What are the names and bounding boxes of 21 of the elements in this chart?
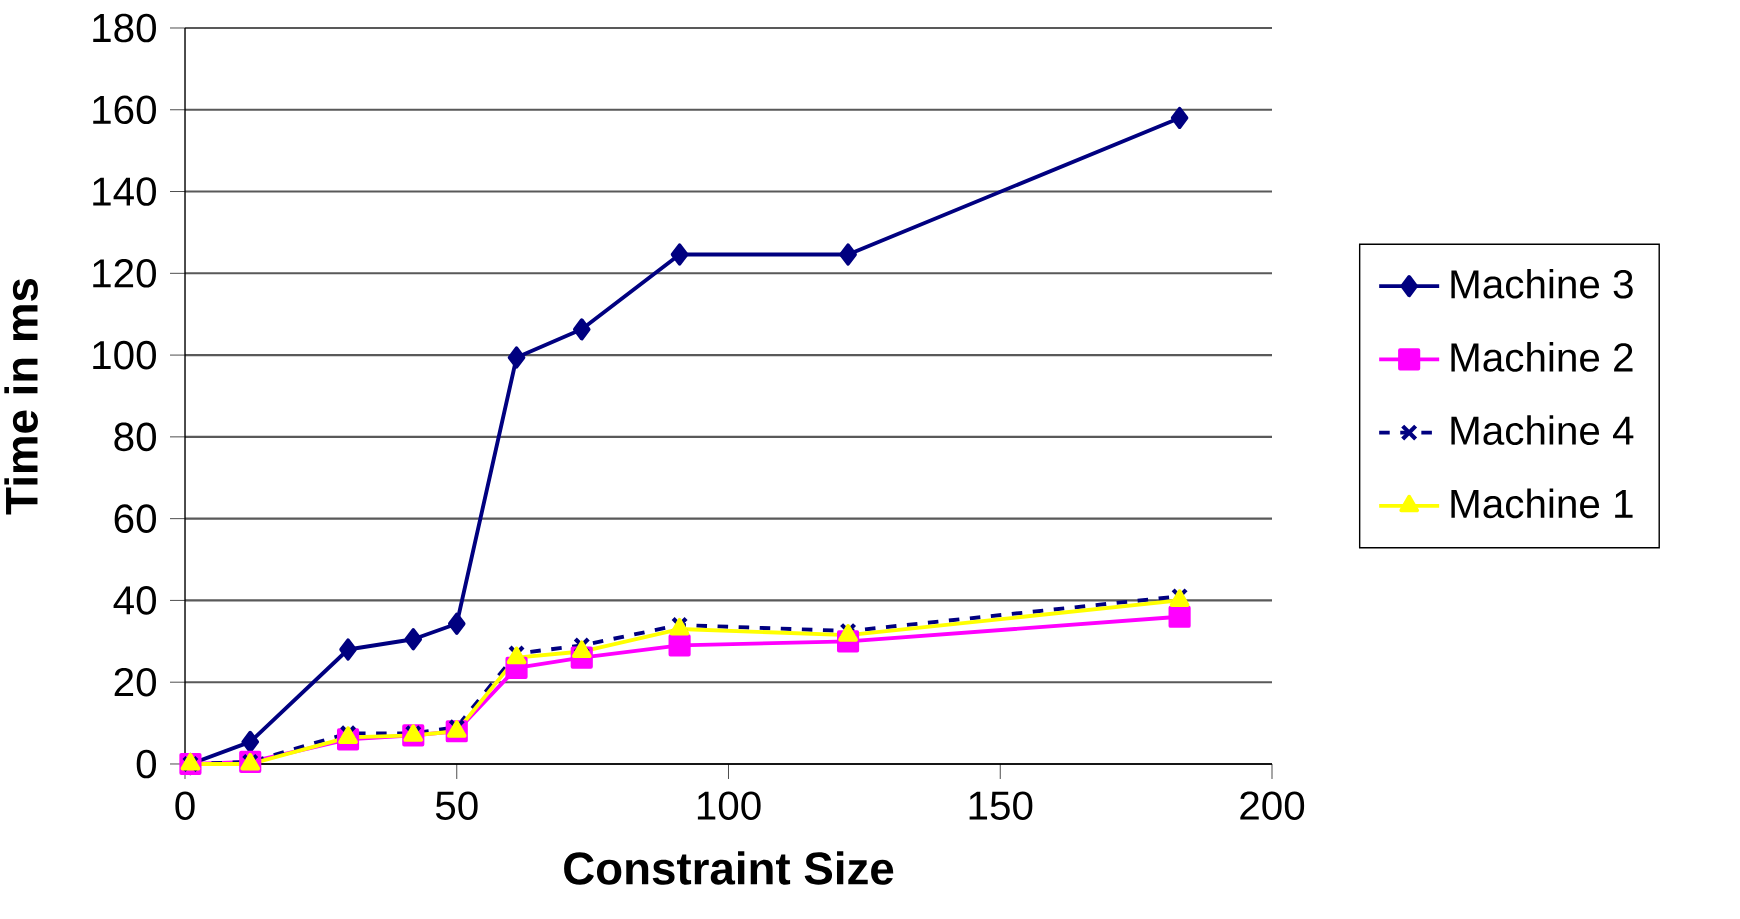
x-tick-label: 100 bbox=[697, 791, 761, 821]
y-tick-label: 140 bbox=[93, 177, 156, 206]
legend-label: Machine 4 bbox=[1451, 415, 1634, 445]
x-tick-label: 0 bbox=[175, 791, 195, 821]
legend-label: Machine 1 bbox=[1451, 488, 1633, 519]
y-axis-title: Time in ms bbox=[4, 278, 38, 515]
y-tick-label: 0 bbox=[136, 749, 156, 779]
x-tick-label: 150 bbox=[969, 791, 1033, 821]
legend-label: Machine 3 bbox=[1451, 268, 1633, 299]
y-tick-label: 120 bbox=[93, 259, 156, 288]
x-tick-label: 200 bbox=[1240, 791, 1305, 821]
y-tick-label: 180 bbox=[93, 13, 156, 43]
y-tick-label: 160 bbox=[93, 95, 156, 125]
legend-label: Machine 2 bbox=[1451, 342, 1633, 372]
x-tick-label: 50 bbox=[435, 791, 478, 821]
x-axis-title: Constraint Size bbox=[564, 851, 894, 885]
y-tick-label: 100 bbox=[93, 340, 156, 370]
y-tick-label: 80 bbox=[114, 422, 156, 452]
y-tick-label: 40 bbox=[113, 586, 156, 615]
y-tick-label: 20 bbox=[114, 667, 156, 697]
y-tick-label: 60 bbox=[114, 504, 156, 533]
